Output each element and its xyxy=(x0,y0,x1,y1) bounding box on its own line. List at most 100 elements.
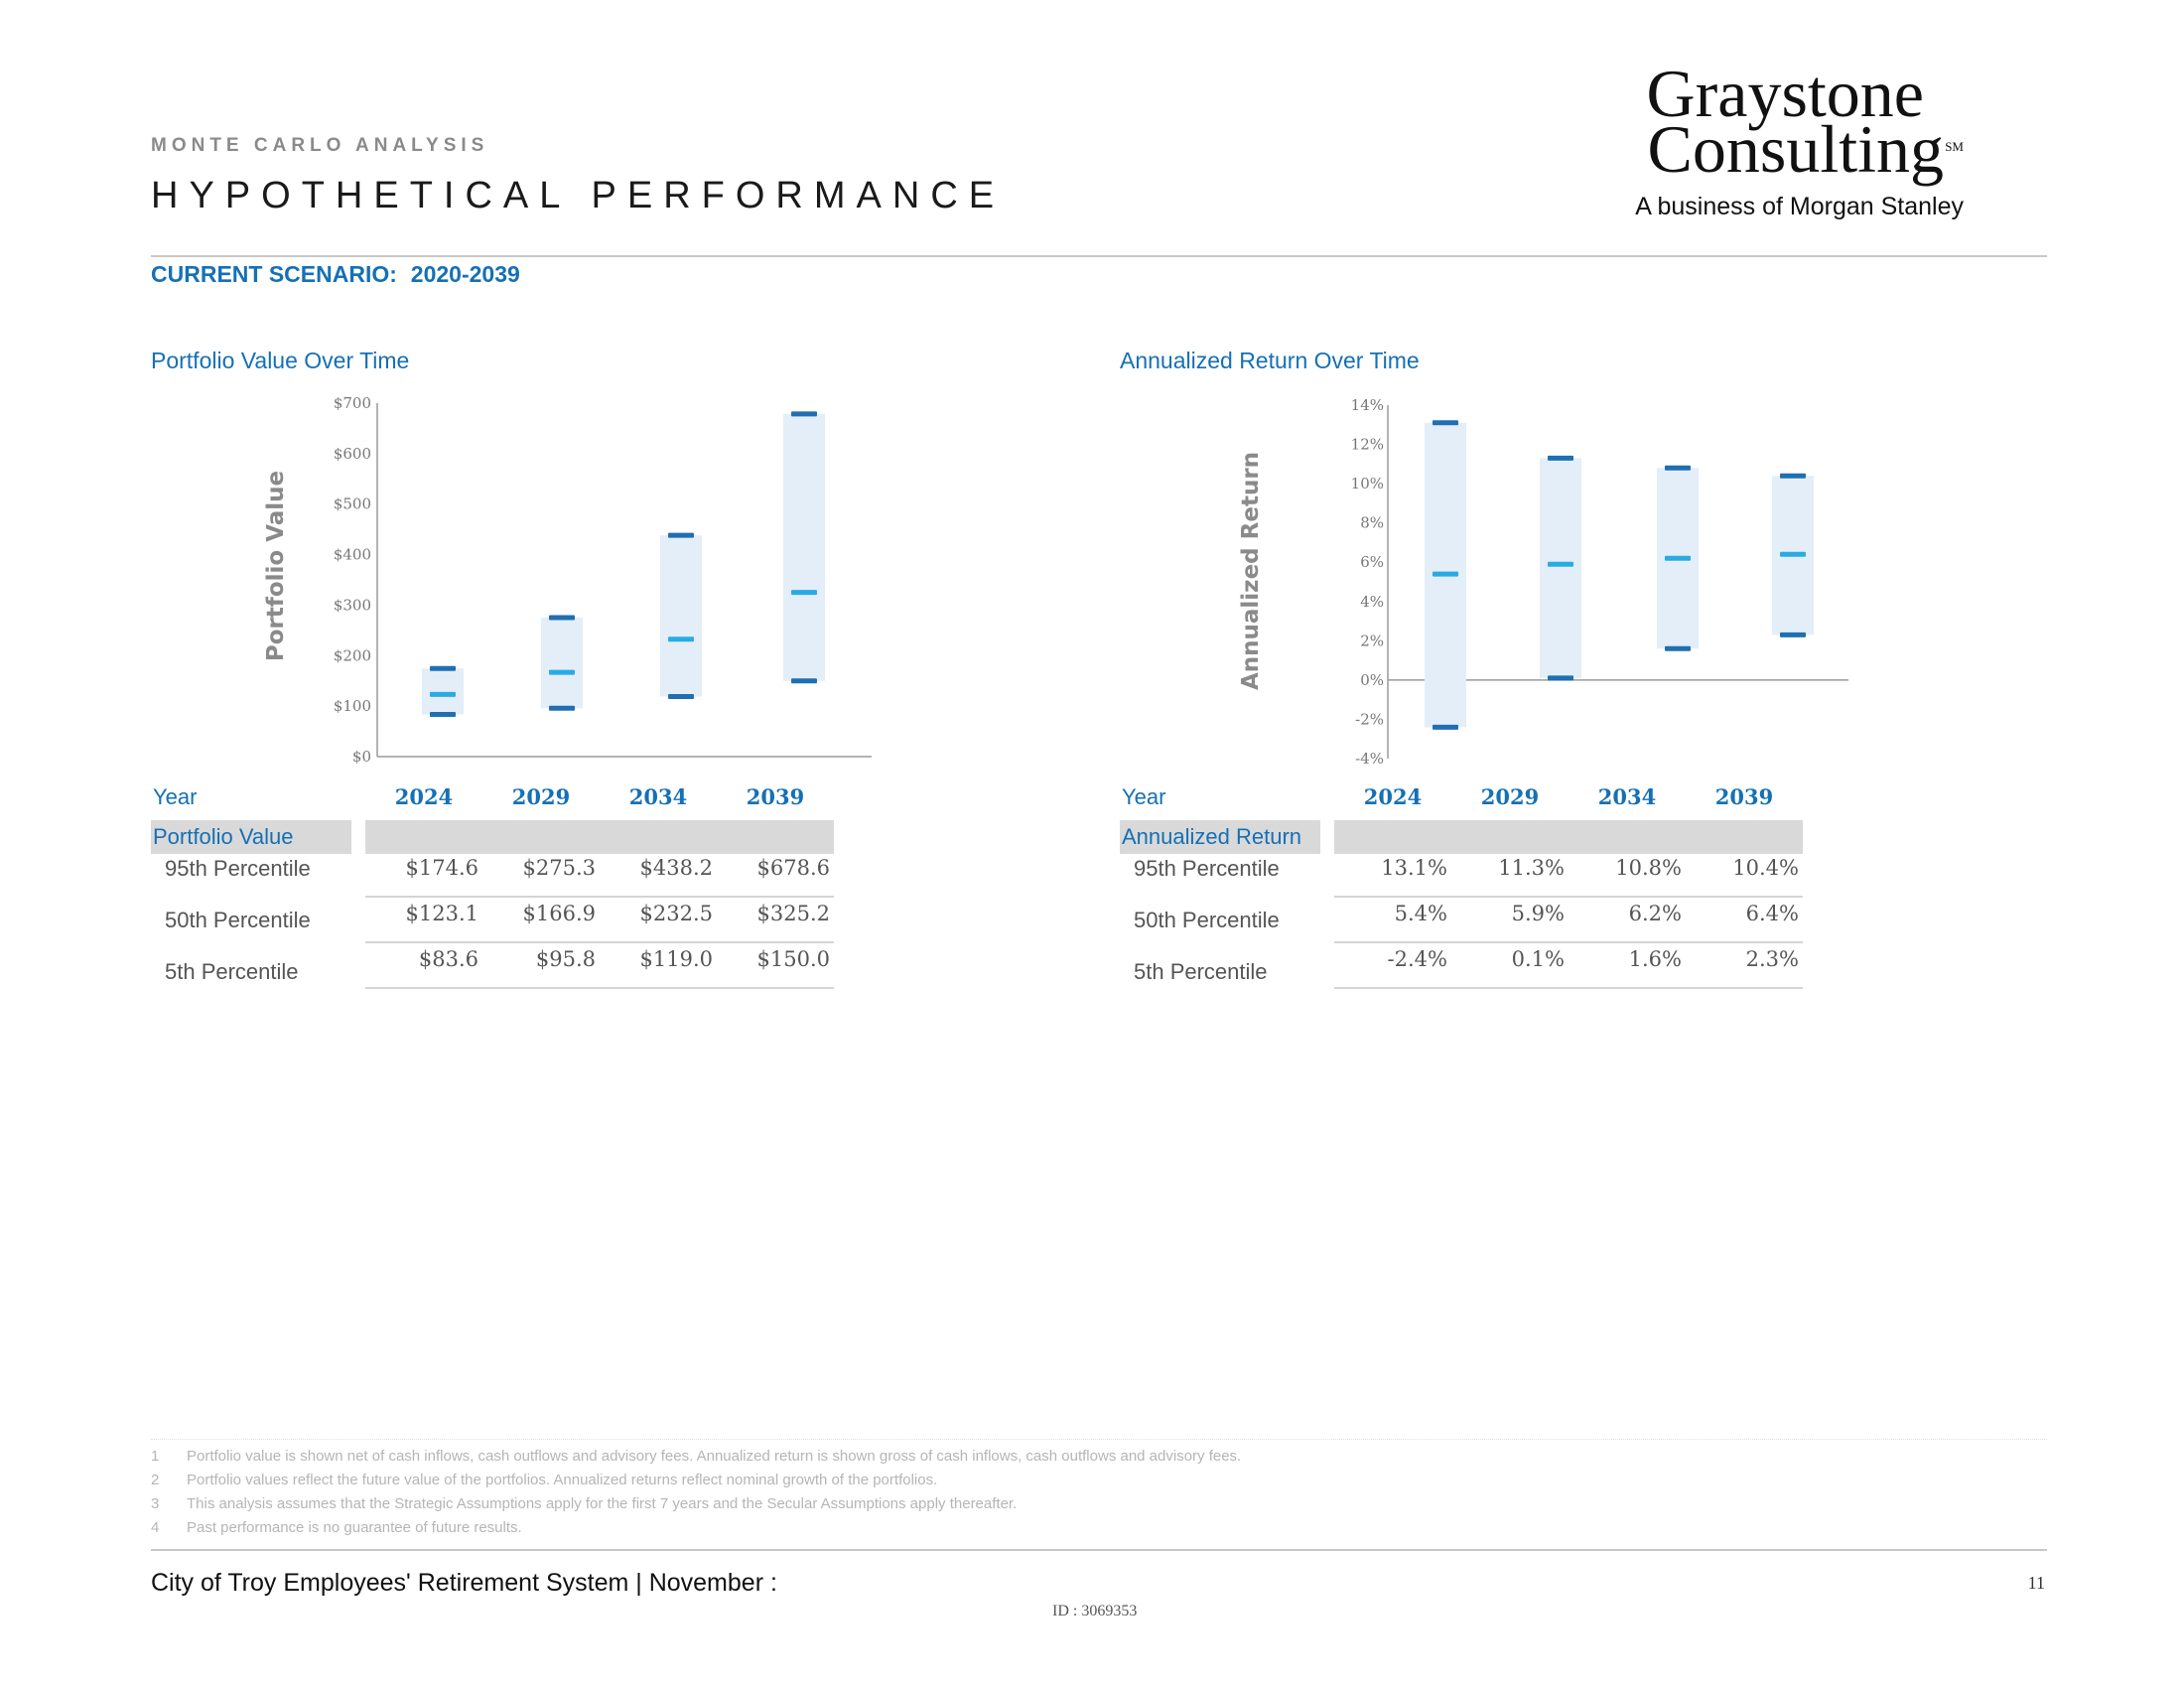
table-year-header: 2029 xyxy=(511,784,571,809)
table-year-header: 2034 xyxy=(1597,784,1657,809)
y-tick-label: $400 xyxy=(334,546,371,564)
footnote: 1 Portfolio value is shown net of cash in… xyxy=(151,1448,1241,1465)
p95-marker xyxy=(1780,473,1806,479)
table-header-band xyxy=(1334,820,1803,854)
footnote-text: Past performance is no guarantee of futu… xyxy=(187,1519,522,1536)
scenario-heading: CURRENT SCENARIO: 2020-2039 xyxy=(151,260,520,289)
table-row-divider xyxy=(365,941,834,943)
page-number: 11 xyxy=(2027,1573,2045,1593)
p50-marker xyxy=(668,636,694,642)
p5-marker xyxy=(1433,724,1458,730)
p50-marker xyxy=(1665,555,1691,561)
table-cell: 0.1% xyxy=(1511,947,1565,971)
footnote-text: Portfolio values reflect the future valu… xyxy=(187,1472,938,1488)
table-cell: $325.2 xyxy=(756,902,830,925)
p95-marker xyxy=(668,532,694,538)
table-row-label: 5th Percentile xyxy=(165,959,299,984)
table-section-label: Annualized Return xyxy=(1120,820,1320,854)
y-tick-label: $0 xyxy=(352,748,371,766)
return-year-label: Year xyxy=(1122,784,1166,809)
p5-marker xyxy=(549,705,575,711)
footer-title: City of Troy Employees' Retirement Syste… xyxy=(151,1569,777,1597)
table-row-divider xyxy=(365,987,834,989)
table-header-band xyxy=(365,820,834,854)
y-tick-label: 8% xyxy=(1360,514,1384,532)
y-tick-label: -2% xyxy=(1355,710,1384,728)
header-divider xyxy=(151,255,2047,257)
p95-marker xyxy=(1665,465,1691,471)
logo-graystone: Graystone xyxy=(1646,56,1924,131)
logo-service-mark: SM xyxy=(1945,139,1964,154)
footnote: 4 Past performance is no guarantee of fut… xyxy=(151,1519,522,1536)
table-cell: 1.6% xyxy=(1628,947,1682,971)
footnote: 2 Portfolio values reflect the future val… xyxy=(151,1472,937,1488)
p5-marker xyxy=(668,693,694,699)
table-cell: 5.9% xyxy=(1511,902,1565,925)
footnote-text: Portfolio value is shown net of cash inf… xyxy=(187,1448,1242,1465)
p50-marker xyxy=(1433,571,1458,577)
footnote-number: 1 xyxy=(151,1448,160,1465)
table-cell: $95.8 xyxy=(535,947,596,971)
table-row-label: 95th Percentile xyxy=(165,856,311,881)
footer-divider xyxy=(151,1549,2047,1551)
scenario-label: CURRENT SCENARIO: xyxy=(151,261,397,287)
table-cell: 13.1% xyxy=(1381,856,1447,880)
table-cell: $174.6 xyxy=(405,856,478,880)
table-cell: $438.2 xyxy=(639,856,713,880)
footnote-number: 3 xyxy=(151,1495,160,1512)
footnote-number: 4 xyxy=(151,1519,160,1536)
table-cell: 5.4% xyxy=(1394,902,1447,925)
table-cell: -2.4% xyxy=(1387,947,1447,971)
portfolio-chart-title: Portfolio Value Over Time xyxy=(151,348,410,373)
return-chart-title: Annualized Return Over Time xyxy=(1120,348,1420,373)
footnote-divider xyxy=(151,1439,2047,1440)
range-bar xyxy=(422,668,464,715)
table-cell: $166.9 xyxy=(522,902,596,925)
table-cell: $123.1 xyxy=(405,902,478,925)
table-cell: $678.6 xyxy=(756,856,830,880)
table-cell: 10.4% xyxy=(1732,856,1799,880)
p50-marker xyxy=(791,590,817,596)
table-cell: $232.5 xyxy=(639,902,713,925)
page-title: HYPOTHETICAL PERFORMANCE xyxy=(151,175,1006,216)
table-year-header: 2039 xyxy=(746,784,805,809)
footnote-number: 2 xyxy=(151,1472,160,1488)
y-tick-label: 10% xyxy=(1351,475,1384,492)
range-bar xyxy=(660,535,702,697)
table-row-divider xyxy=(1334,941,1803,943)
y-tick-label: 12% xyxy=(1351,436,1384,454)
table-section-label: Portfolio Value xyxy=(151,820,351,854)
scenario-range: 2020-2039 xyxy=(410,261,520,287)
table-cell: $275.3 xyxy=(522,856,596,880)
footnote: 3 This analysis assumes that the Strategi… xyxy=(151,1495,1017,1512)
p5-marker xyxy=(430,711,456,717)
table-cell: 10.8% xyxy=(1615,856,1682,880)
p5-marker xyxy=(1780,632,1806,637)
y-tick-label: $300 xyxy=(334,596,371,614)
portfolio-year-label: Year xyxy=(153,784,198,809)
table-cell: 6.4% xyxy=(1745,902,1799,925)
y-tick-label: 0% xyxy=(1360,671,1384,689)
table-cell: $119.0 xyxy=(639,947,713,971)
table-row-divider xyxy=(365,896,834,898)
y-tick-label: 14% xyxy=(1351,396,1384,414)
p95-marker xyxy=(430,665,456,671)
range-bar xyxy=(541,617,583,709)
y-tick-label: $500 xyxy=(334,495,371,513)
table-year-header: 2039 xyxy=(1714,784,1774,809)
table-row-label: 95th Percentile xyxy=(1134,856,1280,881)
p5-marker xyxy=(1665,645,1691,651)
logo-tagline: A business of Morgan Stanley xyxy=(1635,193,1964,220)
footnote-text: This analysis assumes that the Strategic… xyxy=(187,1495,1018,1512)
table-row-label: 50th Percentile xyxy=(1134,908,1280,932)
range-bar xyxy=(1540,458,1581,678)
y-axis-title: Annualized Return xyxy=(1238,452,1264,690)
table-row-label: 50th Percentile xyxy=(165,908,311,932)
document-id: ID : 3069353 xyxy=(1052,1603,1138,1619)
table-row-divider xyxy=(1334,987,1803,989)
y-tick-label: $100 xyxy=(334,697,371,715)
table-cell: 2.3% xyxy=(1745,947,1799,971)
table-year-header: 2029 xyxy=(1480,784,1540,809)
table-year-header: 2024 xyxy=(394,784,454,809)
table-cell: 6.2% xyxy=(1628,902,1682,925)
